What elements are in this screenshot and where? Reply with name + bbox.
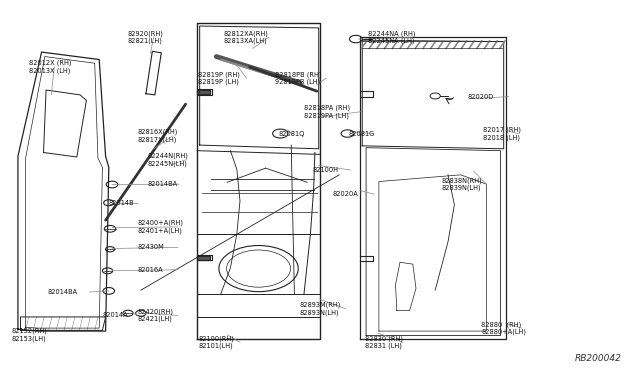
Text: 82830 (RH)
82831 (LH): 82830 (RH) 82831 (LH) bbox=[365, 335, 403, 349]
Text: 82016A: 82016A bbox=[138, 267, 163, 273]
Text: RB200042: RB200042 bbox=[575, 354, 622, 363]
Text: 82818PA (RH)
82819PA (LH): 82818PA (RH) 82819PA (LH) bbox=[304, 105, 350, 119]
Text: 82880  (RH)
82880+A(LH): 82880 (RH) 82880+A(LH) bbox=[481, 321, 526, 335]
Text: 82838N(RH)
82839N(LH): 82838N(RH) 82839N(LH) bbox=[442, 177, 483, 191]
Text: 82244N(RH)
82245N(LH): 82244N(RH) 82245N(LH) bbox=[147, 153, 188, 167]
Text: 82020D: 82020D bbox=[467, 94, 493, 100]
Polygon shape bbox=[197, 256, 210, 260]
Text: 82012X (RH)
82013X (LH): 82012X (RH) 82013X (LH) bbox=[29, 60, 71, 74]
Text: 82920(RH)
82821(LH): 82920(RH) 82821(LH) bbox=[128, 30, 164, 44]
Text: 82818PB (RH)
92819PB (LH): 82818PB (RH) 92819PB (LH) bbox=[275, 71, 322, 85]
Text: 82081Q: 82081Q bbox=[278, 131, 305, 137]
Text: 82014A: 82014A bbox=[102, 312, 128, 318]
Text: 82014BA: 82014BA bbox=[147, 181, 177, 187]
Text: 82152(RH)
82153(LH): 82152(RH) 82153(LH) bbox=[12, 328, 47, 342]
Text: 82014BA: 82014BA bbox=[48, 289, 78, 295]
Polygon shape bbox=[197, 90, 210, 94]
Text: 82812XA(RH)
82813XA(LH): 82812XA(RH) 82813XA(LH) bbox=[224, 30, 269, 44]
Text: 82400+A(RH)
82401+A(LH): 82400+A(RH) 82401+A(LH) bbox=[138, 220, 184, 234]
Text: 82893M(RH)
82893N(LH): 82893M(RH) 82893N(LH) bbox=[300, 302, 341, 316]
Text: 82014B: 82014B bbox=[109, 200, 134, 206]
Text: 82816X(RH)
82817X(LH): 82816X(RH) 82817X(LH) bbox=[138, 129, 178, 143]
Text: 82819P (RH)
82819P (LH): 82819P (RH) 82819P (LH) bbox=[198, 71, 240, 85]
Text: 82100(RH)
82101(LH): 82100(RH) 82101(LH) bbox=[198, 335, 234, 349]
Text: 82100H: 82100H bbox=[312, 167, 339, 173]
Text: 82244NA (RH)
82245NA (LH): 82244NA (RH) 82245NA (LH) bbox=[368, 30, 415, 44]
Text: 82020A: 82020A bbox=[333, 191, 358, 197]
Text: 82017 (RH)
82018 (LH): 82017 (RH) 82018 (LH) bbox=[483, 127, 521, 141]
Text: 82430M: 82430M bbox=[138, 244, 164, 250]
Text: 82420(RH)
82421(LH): 82420(RH) 82421(LH) bbox=[138, 308, 173, 323]
Text: 82081G: 82081G bbox=[349, 131, 375, 137]
